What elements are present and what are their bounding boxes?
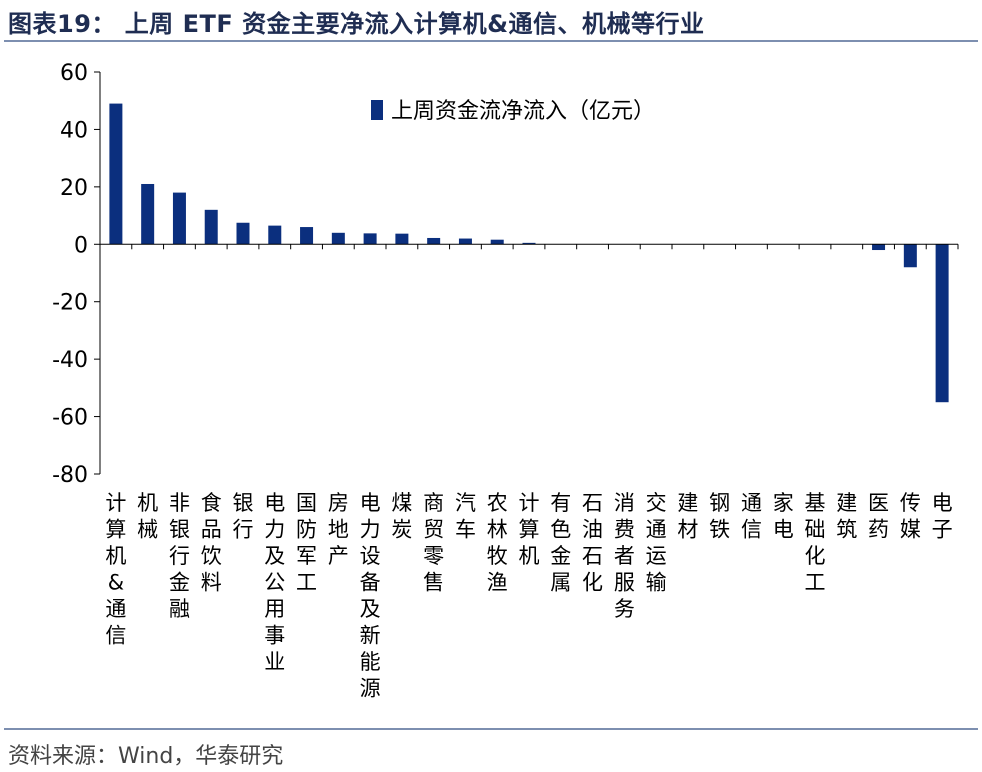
bar (172, 192, 186, 245)
y-tick-label: 60 (60, 61, 88, 86)
x-tick-label: 食品饮料 (201, 491, 222, 595)
x-tick-label: 非银行金融 (169, 491, 190, 621)
x-tick-label: 房地产 (328, 491, 349, 568)
y-tick-label: 40 (60, 118, 88, 143)
figure-title: 图表19： 上周 ETF 资金主要净流入计算机&通信、机械等行业 (8, 10, 705, 38)
x-tick-label: 煤炭 (391, 491, 412, 542)
x-tick-label: 基础化工 (805, 491, 826, 595)
x-tick-label: 汽车 (455, 491, 476, 542)
bar (872, 244, 886, 251)
bar (903, 244, 917, 268)
bar (427, 237, 441, 245)
x-tick-label: 国防军工 (296, 491, 317, 595)
bars (109, 103, 949, 403)
legend-label: 上周资金流净流入（亿元） (391, 99, 655, 124)
y-tick-label: 0 (74, 233, 88, 258)
bar (935, 244, 949, 403)
y-tick-label: -60 (52, 406, 88, 431)
bar (522, 242, 536, 245)
x-tick-label: 机械 (137, 491, 158, 542)
bar (236, 222, 250, 245)
bar (141, 183, 155, 245)
x-tick-label: 通信 (741, 491, 762, 542)
bar (490, 239, 504, 245)
x-tick-label: 有色金属 (550, 491, 571, 595)
y-axis: 60 40 20 0 -20 -40 -60 -80 (52, 61, 101, 488)
x-tick-label: 建筑 (836, 491, 857, 542)
x-tick-label: 计算机 (519, 491, 540, 568)
footer-divider (4, 728, 978, 730)
x-tick-label: 商贸零售 (423, 491, 444, 595)
legend-swatch (371, 100, 383, 120)
bar (268, 225, 282, 245)
y-tick-label: 20 (60, 176, 88, 201)
x-tick-label: 电力及公用事业 (264, 491, 285, 674)
bar (300, 227, 314, 245)
x-tick-label: 交通运输 (646, 491, 667, 595)
title-divider (4, 40, 978, 42)
x-tick-label: 银行 (233, 491, 254, 542)
y-tick-label: -40 (52, 348, 88, 373)
x-tick-label: 家电 (773, 491, 794, 542)
x-axis-labels: 计算机&通信机械非银行金融食品饮料银行电力及公用事业国防军工房地产电力设备及新能… (105, 491, 952, 701)
bar (331, 232, 345, 245)
bar (109, 103, 123, 245)
y-tick-label: -20 (52, 291, 88, 316)
zero-baseline (99, 243, 959, 250)
source-note: 资料来源：Wind，华泰研究 (8, 744, 284, 769)
x-tick-label: 医药 (868, 491, 889, 542)
x-tick-label: 建材 (677, 491, 698, 542)
x-tick-label: 钢铁 (709, 491, 730, 542)
bar (458, 238, 472, 245)
x-tick-label: 计算机&通信 (105, 491, 126, 648)
x-tick-label: 电力设备及新能源 (360, 491, 381, 701)
bar (204, 209, 218, 245)
bar (395, 233, 409, 245)
legend: 上周资金流净流入（亿元） (371, 99, 655, 124)
x-tick-label: 传媒 (900, 491, 921, 542)
x-tick-label: 农林牧渔 (487, 491, 508, 595)
x-tick-label: 消费者服务 (614, 491, 635, 621)
y-tick-label: -80 (52, 463, 88, 488)
bar (363, 233, 377, 245)
x-tick-label: 电子 (932, 491, 953, 542)
x-tick-label: 石油石化 (582, 491, 603, 595)
